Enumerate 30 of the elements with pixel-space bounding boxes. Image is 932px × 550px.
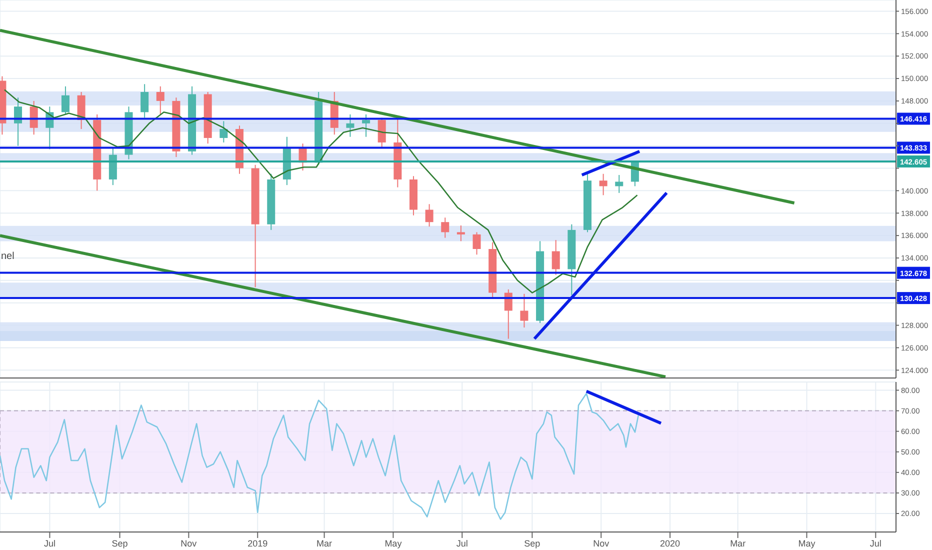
candlestick (615, 174, 624, 194)
candlestick (456, 224, 465, 242)
x-tick-label: Nov (180, 538, 198, 548)
x-tick-label: Jul (44, 538, 56, 548)
line-series (0, 392, 640, 520)
x-tick-label: May (798, 538, 816, 548)
candlestick (441, 217, 450, 238)
x-tick-label: Jul (456, 538, 468, 548)
annotation: nel (1, 250, 14, 262)
candlestick (552, 240, 560, 276)
x-tick-label: May (384, 538, 402, 548)
x-tick-label: Jul (870, 538, 882, 548)
line-series (4, 89, 638, 294)
candlestick (472, 232, 481, 256)
x-tick-label: Nov (593, 538, 610, 548)
x-tick-label: Sep (524, 538, 540, 548)
candlestick (156, 86, 164, 115)
candlestick (362, 114, 370, 138)
x-tick-label: 2019 (248, 538, 268, 548)
candlestick (425, 204, 434, 228)
x-tick-label: Mar (316, 538, 332, 548)
candlestick (346, 114, 354, 138)
x-tick-label: 2020 (660, 538, 680, 548)
candlestick (220, 120, 228, 143)
x-tick-label: Mar (730, 538, 746, 548)
candlestick (599, 173, 608, 196)
x-tick-label: Sep (112, 538, 128, 548)
candlestick (140, 84, 149, 118)
candlestick (520, 293, 528, 328)
candlestick (61, 86, 70, 115)
